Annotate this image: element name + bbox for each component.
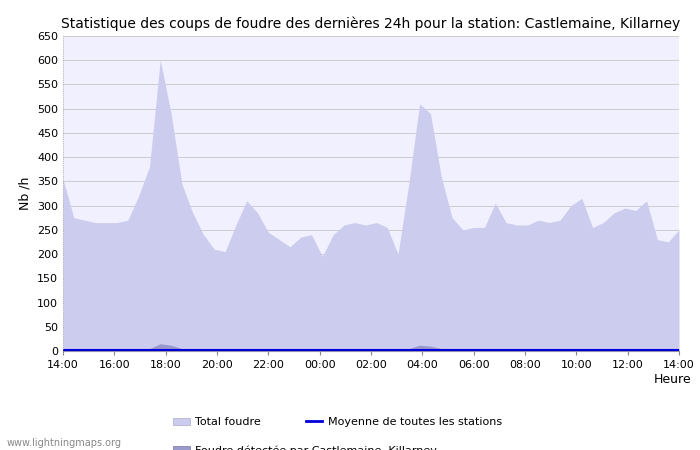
X-axis label: Heure: Heure xyxy=(654,373,692,386)
Title: Statistique des coups de foudre des dernières 24h pour la station: Castlemaine, : Statistique des coups de foudre des dern… xyxy=(62,16,680,31)
Text: www.lightningmaps.org: www.lightningmaps.org xyxy=(7,438,122,448)
Y-axis label: Nb /h: Nb /h xyxy=(18,177,32,210)
Legend: Foudre détectée par Castlemaine, Killarney: Foudre détectée par Castlemaine, Killarn… xyxy=(174,445,438,450)
